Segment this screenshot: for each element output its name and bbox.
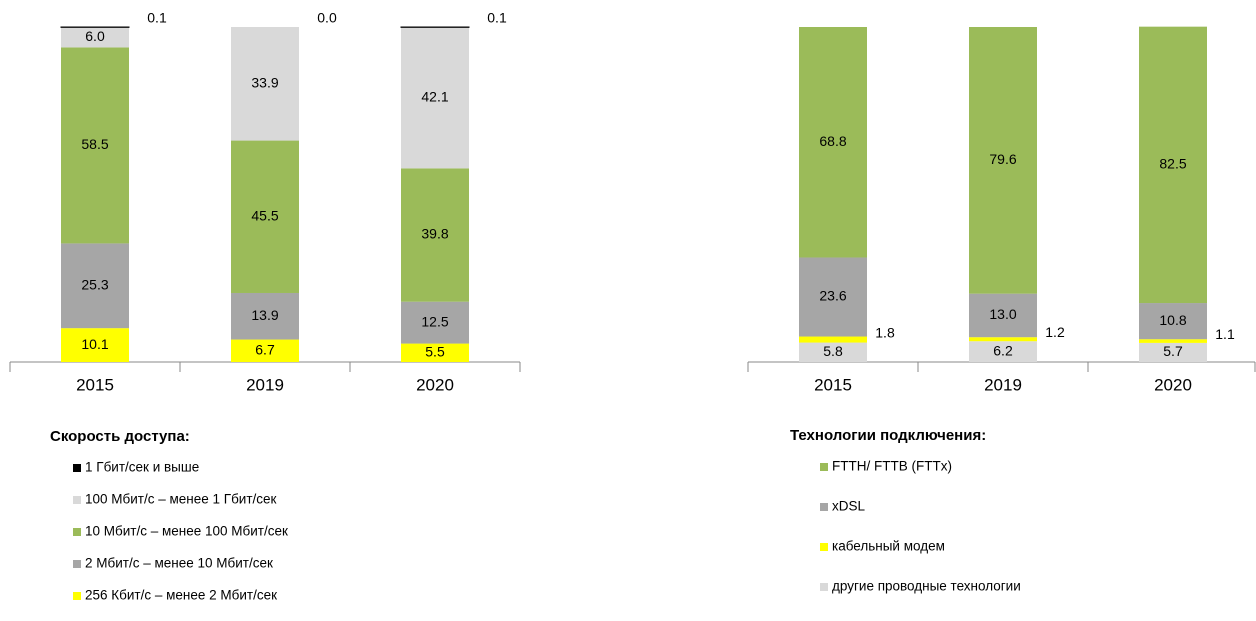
bar-segment xyxy=(401,168,469,302)
bar-segment xyxy=(231,339,299,362)
bar-segment xyxy=(1139,303,1207,340)
legend-label: другие проводные технологии xyxy=(832,579,1021,594)
bar-segment xyxy=(969,27,1037,294)
legend-swatch xyxy=(820,543,828,551)
data-label: 0.1 xyxy=(487,10,507,26)
data-label: 1.8 xyxy=(875,324,895,340)
data-label: 79.6 xyxy=(989,151,1016,167)
data-label: 82.5 xyxy=(1159,156,1186,172)
legend-label: FTTH/ FTTB (FTTx) xyxy=(832,459,952,474)
data-label: 12.5 xyxy=(421,313,448,329)
data-label: 39.8 xyxy=(421,226,448,242)
legend-label: 10 Мбит/с – менее 100 Мбит/сек xyxy=(85,524,288,539)
legend-swatch xyxy=(73,496,81,504)
bar-segment xyxy=(231,27,299,141)
legend-label: 100 Мбит/с – менее 1 Гбит/сек xyxy=(85,492,277,507)
bar-segment xyxy=(799,27,867,258)
legend-label: 2 Мбит/с – менее 10 Мбит/сек xyxy=(85,556,273,571)
bar-segment xyxy=(969,341,1037,362)
legend-label: 1 Гбит/сек и выше xyxy=(85,460,199,475)
data-label: 13.0 xyxy=(989,306,1016,322)
legend-swatch xyxy=(73,560,81,568)
data-label: 5.7 xyxy=(1163,343,1183,359)
x-tick-label: 2015 xyxy=(76,375,114,394)
legend-label: кабельный модем xyxy=(832,539,945,554)
data-label: 45.5 xyxy=(251,207,278,223)
legend-swatch xyxy=(820,503,828,511)
legend-swatch xyxy=(73,592,81,600)
bar-segment xyxy=(61,27,129,48)
bar-segment xyxy=(401,301,469,344)
x-tick-label: 2019 xyxy=(246,375,284,394)
legend-swatch xyxy=(820,583,828,591)
data-label: 5.8 xyxy=(823,343,843,359)
bar-segment xyxy=(799,342,867,362)
x-tick-label: 2020 xyxy=(416,375,454,394)
legend-title: Технологии подключения: xyxy=(790,427,986,444)
data-label: 6.2 xyxy=(993,342,1013,358)
data-label: 1.2 xyxy=(1045,324,1065,340)
bar-segment xyxy=(401,343,469,362)
bar-segment xyxy=(61,328,129,362)
bar-segment xyxy=(231,292,299,340)
bar-segment xyxy=(1139,342,1207,362)
bar-segment xyxy=(969,293,1037,338)
data-label: 0.1 xyxy=(147,10,167,26)
data-label: 6.0 xyxy=(85,28,105,44)
bar-segment xyxy=(231,140,299,293)
data-label: 23.6 xyxy=(819,288,846,304)
data-label: 6.7 xyxy=(255,341,275,357)
bar-segment xyxy=(61,243,129,329)
legend-swatch xyxy=(820,463,828,471)
data-label: 25.3 xyxy=(81,276,108,292)
data-label: 13.9 xyxy=(251,307,278,323)
data-label: 42.1 xyxy=(421,89,448,105)
x-tick-label: 2020 xyxy=(1154,375,1192,394)
bar-segment xyxy=(401,27,469,169)
data-label: 58.5 xyxy=(81,136,108,152)
bar-segment xyxy=(799,257,867,337)
data-label: 10.8 xyxy=(1159,312,1186,328)
bar-segment xyxy=(1139,339,1207,343)
data-label: 0.0 xyxy=(317,10,337,26)
data-label: 33.9 xyxy=(251,74,278,90)
bar-segment xyxy=(61,47,129,244)
data-label: 10.1 xyxy=(81,336,108,352)
data-label: 5.5 xyxy=(425,343,445,359)
data-label: 68.8 xyxy=(819,133,846,149)
bar-segment xyxy=(969,337,1037,342)
legend-title: Скорость доступа: xyxy=(50,428,190,445)
bar-segment xyxy=(1139,26,1207,304)
legend-swatch xyxy=(73,464,81,472)
legend-label: 256 Кбит/с – менее 2 Мбит/сек xyxy=(85,588,277,603)
x-tick-label: 2015 xyxy=(814,375,852,394)
legend-swatch xyxy=(73,528,81,536)
data-label: 1.1 xyxy=(1215,326,1235,342)
x-tick-label: 2019 xyxy=(984,375,1022,394)
bar-segment xyxy=(799,336,867,343)
legend-label: xDSL xyxy=(832,499,866,514)
